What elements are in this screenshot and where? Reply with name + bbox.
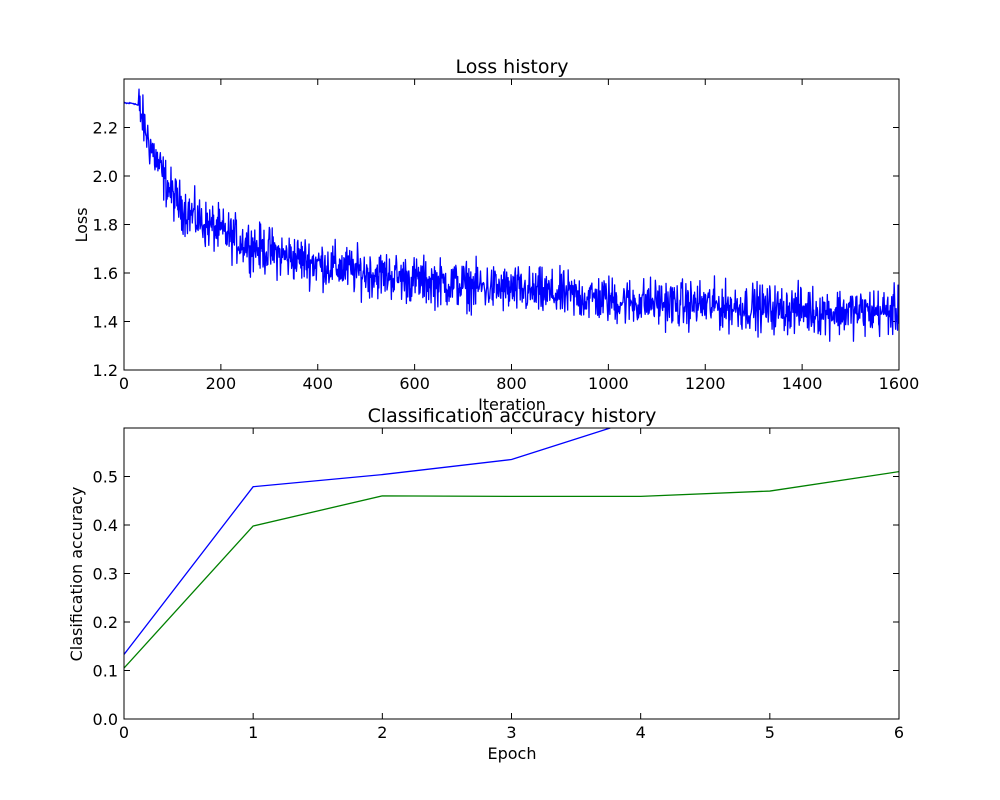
loss-x-tick-label: 200: [206, 374, 237, 393]
loss-x-axis-label: Iteration: [478, 395, 546, 414]
accuracy-x-tick-label: 4: [636, 723, 646, 742]
accuracy-y-tick-label: 0.3: [93, 565, 118, 584]
loss-x-tick-label: 600: [399, 374, 430, 393]
accuracy-x-tick-label: 1: [248, 723, 258, 742]
loss-y-tick-label: 1.8: [93, 216, 118, 235]
loss-x-tick-label: 400: [302, 374, 333, 393]
loss-x-tick-label: 1400: [782, 374, 823, 393]
loss-series: [124, 88, 899, 342]
accuracy-x-tick-label: 6: [894, 723, 904, 742]
loss-x-ticks: 0 200 400 600 800 1000 1200 1400 1600: [119, 79, 919, 393]
loss-chart: Loss history Iteration Loss 0 200 400 600 80…: [72, 56, 919, 414]
loss-y-axis-label: Loss: [72, 207, 91, 242]
accuracy-y-tick-label: 0.2: [93, 613, 118, 632]
accuracy-y-tick-label: 0.4: [93, 516, 118, 535]
loss-plot-frame: [123, 78, 900, 371]
loss-x-tick-label: 1600: [879, 374, 920, 393]
loss-y-tick-label: 2.2: [93, 119, 118, 138]
accuracy-y-axis-label: Clasification accuracy: [67, 487, 86, 662]
loss-x-tick-label: 0: [119, 374, 129, 393]
accuracy-x-axis-label: Epoch: [488, 744, 537, 763]
loss-y-ticks: 1.2 1.4 1.6 1.8 2.0 2.2: [93, 119, 899, 380]
loss-y-tick-label: 1.2: [93, 361, 118, 380]
accuracy-series: [124, 428, 899, 669]
loss-series-line-0: [124, 88, 899, 342]
loss-y-tick-label: 1.6: [93, 264, 118, 283]
accuracy-x-tick-label: 5: [765, 723, 775, 742]
accuracy-y-tick-label: 0.5: [93, 468, 118, 487]
accuracy-series-line-0: [124, 428, 613, 655]
accuracy-chart-title: Classification accuracy history: [368, 405, 657, 427]
accuracy-x-tick-label: 3: [506, 723, 516, 742]
accuracy-plot-frame: [123, 427, 900, 720]
loss-x-tick-label: 800: [496, 374, 527, 393]
accuracy-x-tick-label: 0: [119, 723, 129, 742]
loss-x-tick-label: 1200: [685, 374, 726, 393]
accuracy-y-tick-label: 0.1: [93, 662, 118, 681]
accuracy-y-tick-label: 0.0: [93, 710, 118, 729]
accuracy-x-tick-label: 2: [377, 723, 387, 742]
loss-chart-title: Loss history: [455, 56, 568, 78]
loss-y-tick-label: 2.0: [93, 167, 118, 186]
loss-x-tick-label: 1000: [588, 374, 629, 393]
loss-y-tick-label: 1.4: [93, 313, 118, 332]
accuracy-y-ticks: 0.0 0.1 0.2 0.3 0.4 0.5: [93, 468, 899, 729]
accuracy-chart: Classification accuracy history Epoch Cl…: [67, 405, 904, 763]
accuracy-series-line-1: [124, 471, 899, 669]
